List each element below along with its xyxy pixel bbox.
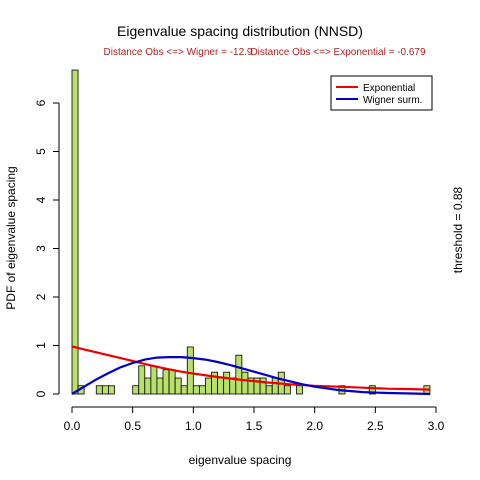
histogram-bar-0 (71, 69, 79, 395)
subtitle-wigner-distance: Distance Obs <=> Wigner = -12.9 (104, 47, 253, 58)
axes: 0.0 0.5 1.0 1.5 2.0 2.5 3.0 0 1 2 3 4 5 6 (34, 99, 445, 433)
x-tick-label-4: 2.0 (306, 419, 323, 433)
y-tick-label-5: 5 (34, 148, 48, 155)
y-tick-label-2: 2 (34, 293, 48, 300)
histogram-bar-26 (229, 377, 237, 395)
density-curves (71, 345, 430, 396)
histogram-bar-15 (162, 369, 170, 395)
chart-title: Eigenvalue spacing distribution (NNSD) (117, 23, 363, 39)
histogram-bar-14 (156, 377, 164, 395)
subtitle-exponential-distance: Distance Obs <=> Exponential = -0.679 (250, 47, 426, 58)
histogram-bar-5 (101, 385, 109, 395)
histogram-bar-27 (235, 354, 243, 395)
y-tick-label-4: 4 (34, 196, 48, 203)
legend-label-exponential: Exponential (363, 83, 415, 94)
histogram-bar-49 (368, 385, 376, 395)
histogram-bar-24 (217, 377, 225, 395)
histogram-bar-11 (138, 365, 146, 395)
histogram-bar-12 (144, 377, 152, 395)
x-tick-label-6: 3.0 (428, 419, 445, 433)
x-tick-label-5: 2.5 (367, 419, 384, 433)
legend-label-wigner: Wigner surm. (363, 95, 422, 106)
threshold-annotation: threshold = 0.88 (451, 186, 465, 273)
histogram-bar-35 (283, 385, 291, 395)
series-line-wigner-surm (71, 356, 430, 396)
y-tick-label-0: 0 (34, 390, 48, 397)
histogram-bar-6 (108, 385, 115, 395)
histogram-bar-4 (95, 385, 103, 395)
y-tick-label-1: 1 (34, 342, 48, 349)
histogram-bar-33 (271, 377, 279, 395)
histogram-bars (71, 69, 431, 395)
x-tick-label-2: 1.0 (185, 419, 202, 433)
histogram-bar-13 (150, 365, 158, 395)
y-axis-label: PDF of eigenvalue spacing (4, 166, 18, 309)
legend-box (330, 75, 433, 111)
histogram-bar-19 (186, 346, 194, 395)
x-tick-label-1: 0.5 (124, 419, 141, 433)
y-tick-label-6: 6 (34, 99, 48, 106)
histogram-bar-31 (259, 377, 267, 395)
y-tick-label-3: 3 (34, 245, 48, 252)
histogram-bar-16 (168, 369, 176, 395)
series-line-exponential (71, 345, 430, 391)
histogram-bar-37 (296, 385, 303, 395)
histogram-bar-20 (192, 385, 200, 395)
histogram-bar-21 (198, 385, 206, 395)
x-tick-label-3: 1.5 (246, 419, 263, 433)
histogram-bar-25 (223, 371, 231, 395)
histogram-bar-22 (205, 377, 212, 395)
x-axis-label: eigenvalue spacing (189, 453, 292, 467)
legend: Exponential Wigner surm. (330, 75, 433, 111)
histogram-bar-10 (132, 385, 140, 395)
histogram-bar-17 (174, 377, 182, 395)
x-tick-label-0: 0.0 (64, 419, 81, 433)
histogram-bar-32 (265, 385, 273, 395)
histogram-bar-28 (241, 371, 249, 395)
histogram-bar-18 (180, 385, 188, 395)
